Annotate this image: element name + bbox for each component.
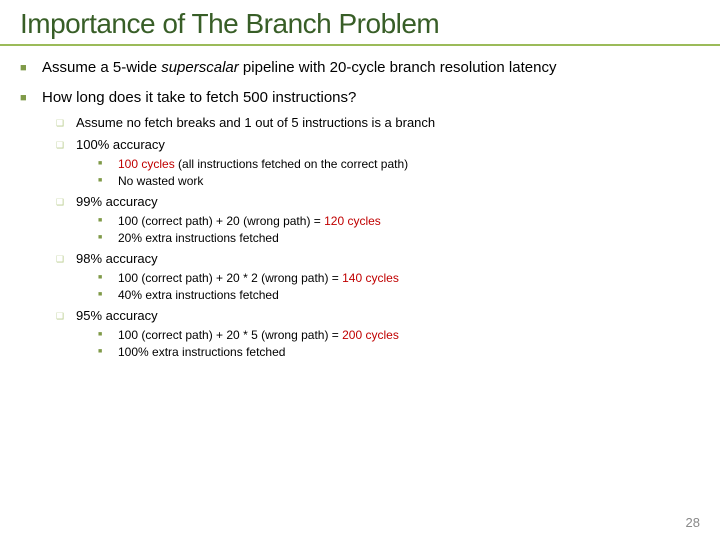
list-item: ❑ Assume no fetch breaks and 1 out of 5 …: [56, 114, 700, 132]
list-item: ■ 100% extra instructions fetched: [98, 344, 700, 360]
list-item: ❑ 100% accuracy ■ 100 cycles (all instru…: [56, 136, 700, 189]
bullet-text: 100 cycles (all instructions fetched on …: [118, 156, 408, 172]
square-icon: ■: [20, 88, 42, 108]
list-item: ■ 40% extra instructions fetched: [98, 287, 700, 303]
bullet-text: 20% extra instructions fetched: [118, 230, 279, 246]
square-icon: ■: [98, 213, 118, 229]
bullet-text: Assume a 5-wide superscalar pipeline wit…: [42, 58, 556, 78]
hollow-square-icon: ❑: [56, 307, 76, 325]
list-item: ■ 100 cycles (all instructions fetched o…: [98, 156, 700, 172]
square-icon: ■: [98, 270, 118, 286]
bullet-text: 98% accuracy: [76, 250, 158, 268]
bullet-text: 40% extra instructions fetched: [118, 287, 279, 303]
square-icon: ■: [98, 344, 118, 360]
square-icon: ■: [20, 58, 42, 78]
hollow-square-icon: ❑: [56, 114, 76, 132]
square-icon: ■: [98, 327, 118, 343]
sub-sub-list: ■ 100 cycles (all instructions fetched o…: [98, 156, 700, 189]
bullet-text: 100% extra instructions fetched: [118, 344, 285, 360]
sub-sub-list: ■ 100 (correct path) + 20 * 5 (wrong pat…: [98, 327, 700, 360]
page-number: 28: [686, 515, 700, 530]
square-icon: ■: [98, 173, 118, 189]
slide-title: Importance of The Branch Problem: [20, 8, 700, 40]
bullet-text: 99% accuracy: [76, 193, 158, 211]
list-item: ■ No wasted work: [98, 173, 700, 189]
sub-sub-list: ■ 100 (correct path) + 20 (wrong path) =…: [98, 213, 700, 246]
square-icon: ■: [98, 230, 118, 246]
bullet-list: ■ Assume a 5-wide superscalar pipeline w…: [20, 58, 700, 360]
list-item: ❑ 98% accuracy ■ 100 (correct path) + 20…: [56, 250, 700, 303]
bullet-text: 100 (correct path) + 20 * 2 (wrong path)…: [118, 270, 399, 286]
list-item: ■ 20% extra instructions fetched: [98, 230, 700, 246]
list-item: ■ How long does it take to fetch 500 ins…: [20, 88, 700, 360]
bullet-text: 100 (correct path) + 20 (wrong path) = 1…: [118, 213, 381, 229]
bullet-text: How long does it take to fetch 500 instr…: [42, 88, 356, 108]
list-item: ■ 100 (correct path) + 20 * 5 (wrong pat…: [98, 327, 700, 343]
list-item: ■ Assume a 5-wide superscalar pipeline w…: [20, 58, 700, 78]
sub-sub-list: ■ 100 (correct path) + 20 * 2 (wrong pat…: [98, 270, 700, 303]
title-underline: [0, 44, 720, 46]
hollow-square-icon: ❑: [56, 136, 76, 154]
bullet-text: 95% accuracy: [76, 307, 158, 325]
bullet-text: No wasted work: [118, 173, 203, 189]
list-item: ■ 100 (correct path) + 20 (wrong path) =…: [98, 213, 700, 229]
square-icon: ■: [98, 287, 118, 303]
list-item: ■ 100 (correct path) + 20 * 2 (wrong pat…: [98, 270, 700, 286]
list-item: ❑ 95% accuracy ■ 100 (correct path) + 20…: [56, 307, 700, 360]
square-icon: ■: [98, 156, 118, 172]
sub-list: ❑ Assume no fetch breaks and 1 out of 5 …: [56, 114, 700, 360]
bullet-text: Assume no fetch breaks and 1 out of 5 in…: [76, 114, 435, 132]
hollow-square-icon: ❑: [56, 250, 76, 268]
list-item: ❑ 99% accuracy ■ 100 (correct path) + 20…: [56, 193, 700, 246]
bullet-text: 100 (correct path) + 20 * 5 (wrong path)…: [118, 327, 399, 343]
bullet-text: 100% accuracy: [76, 136, 165, 154]
hollow-square-icon: ❑: [56, 193, 76, 211]
